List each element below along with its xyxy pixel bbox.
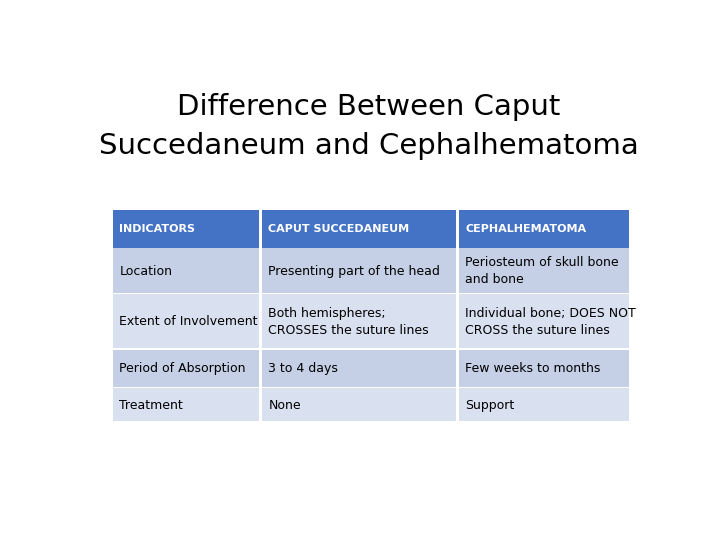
Text: 3 to 4 days: 3 to 4 days	[269, 362, 338, 375]
Bar	[113, 294, 259, 348]
Bar	[459, 210, 629, 248]
Bar	[459, 388, 629, 421]
Bar	[262, 388, 456, 421]
Text: INDICATORS: INDICATORS	[120, 224, 195, 234]
Text: Difference Between Caput: Difference Between Caput	[177, 93, 561, 121]
Text: Individual bone; DOES NOT
CROSS the suture lines: Individual bone; DOES NOT CROSS the sutu…	[465, 307, 636, 337]
Bar	[262, 210, 456, 248]
Bar	[459, 248, 629, 293]
Text: Location: Location	[120, 265, 173, 278]
Text: CAPUT SUCCEDANEUM: CAPUT SUCCEDANEUM	[269, 224, 410, 234]
Text: Few weeks to months: Few weeks to months	[465, 362, 600, 375]
Text: CEPHALHEMATOMA: CEPHALHEMATOMA	[465, 224, 586, 234]
Bar	[459, 294, 629, 348]
Bar	[113, 350, 259, 387]
Text: Presenting part of the head: Presenting part of the head	[269, 265, 440, 278]
Text: Support: Support	[465, 399, 514, 412]
Bar	[262, 294, 456, 348]
Text: Treatment: Treatment	[120, 399, 183, 412]
Text: Extent of Involvement: Extent of Involvement	[120, 315, 258, 328]
Text: Both hemispheres;
CROSSES the suture lines: Both hemispheres; CROSSES the suture lin…	[269, 307, 429, 337]
Bar	[262, 248, 456, 293]
Text: Periosteum of skull bone
and bone: Periosteum of skull bone and bone	[465, 256, 618, 286]
Bar	[113, 388, 259, 421]
Text: Period of Absorption: Period of Absorption	[120, 362, 246, 375]
Bar	[262, 350, 456, 387]
Text: None: None	[269, 399, 301, 412]
Bar	[459, 350, 629, 387]
Bar	[113, 248, 259, 293]
Bar	[113, 210, 259, 248]
Text: Succedaneum and Cephalhematoma: Succedaneum and Cephalhematoma	[99, 132, 639, 160]
